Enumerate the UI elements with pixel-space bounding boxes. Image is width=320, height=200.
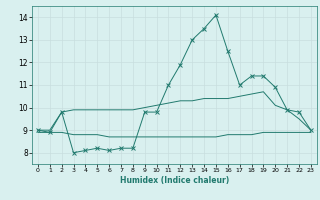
- X-axis label: Humidex (Indice chaleur): Humidex (Indice chaleur): [120, 176, 229, 185]
